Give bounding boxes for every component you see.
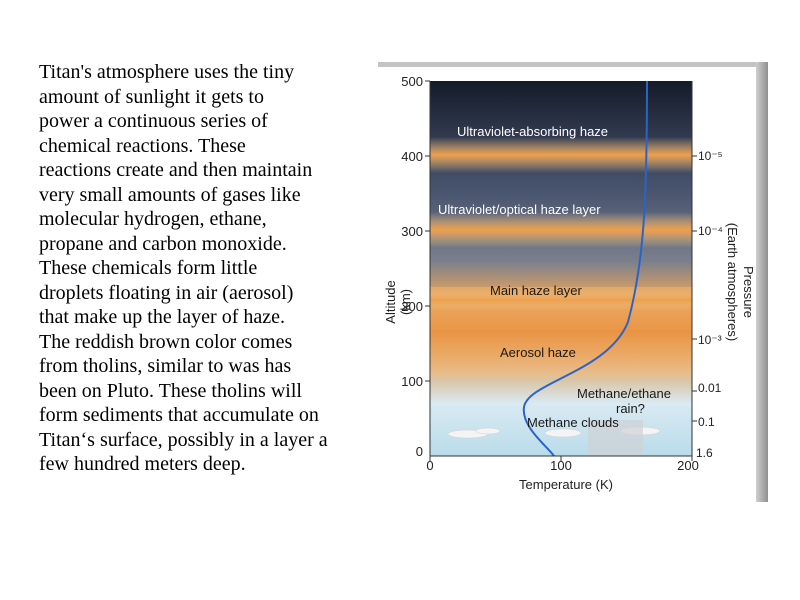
y-axis-label: Altitude [383,280,398,323]
uv-haze-band [430,137,692,173]
pressure-axis-unit: (Earth atmospheres) [725,223,740,342]
pressure-tick-0.01: 0.01 [698,381,722,395]
pressure-tick-1e-3: 10⁻³ [698,333,722,347]
label-methane-clouds: Methane clouds [527,415,619,430]
uv-optical-haze-band [430,212,692,248]
y-axis-unit: (km) [398,289,413,315]
y-tick-100: 100 [401,374,423,389]
x-tick-100: 100 [550,458,572,473]
methane-cloud-shapes [447,426,661,439]
frame-top [378,62,766,67]
x-axis-label: Temperature (K) [519,477,613,492]
main-haze-streak [430,290,692,310]
pressure-tick-1.6: 1.6 [696,446,713,460]
y-tick-500: 500 [401,74,423,89]
x-tick-0: 0 [426,458,433,473]
titan-atmosphere-diagram: 500 400 300 200 100 0 Altitude (km) 0 10… [378,62,768,502]
label-uv-optical-haze: Ultraviolet/optical haze layer [438,202,601,217]
rain-streak [588,420,643,456]
pressure-tick-1e-5: 10⁻⁵ [698,149,723,163]
label-main-haze: Main haze layer [490,283,582,298]
y-tick-0: 0 [416,444,423,459]
label-aerosol-haze: Aerosol haze [500,345,576,360]
label-methane-rain-line1: Methane/ethane [577,386,671,401]
y-tick-400: 400 [401,149,423,164]
pressure-axis-label: Pressure [741,266,756,318]
body-text: Titan's atmosphere uses the tiny amount … [39,61,328,475]
frame-right [756,62,768,502]
y-tick-300: 300 [401,224,423,239]
x-tick-200: 200 [677,458,699,473]
y-tick-200: 200 [401,299,423,314]
label-methane-rain-line2: rain? [616,401,645,416]
pressure-tick-0.1: 0.1 [698,415,715,429]
temperature-curve [522,80,648,457]
label-uv-haze: Ultraviolet-absorbing haze [457,124,608,139]
pressure-tick-1e-4: 10⁻⁴ [698,224,723,238]
